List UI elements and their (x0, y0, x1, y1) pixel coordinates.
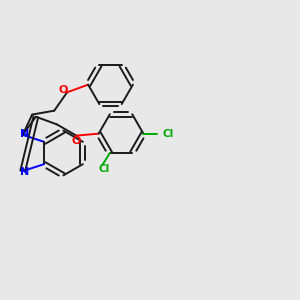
Text: Cl: Cl (162, 129, 173, 139)
Text: N: N (20, 167, 29, 177)
Text: N: N (20, 129, 29, 139)
Text: O: O (71, 136, 80, 146)
Text: O: O (59, 85, 68, 95)
Text: Cl: Cl (98, 164, 110, 174)
